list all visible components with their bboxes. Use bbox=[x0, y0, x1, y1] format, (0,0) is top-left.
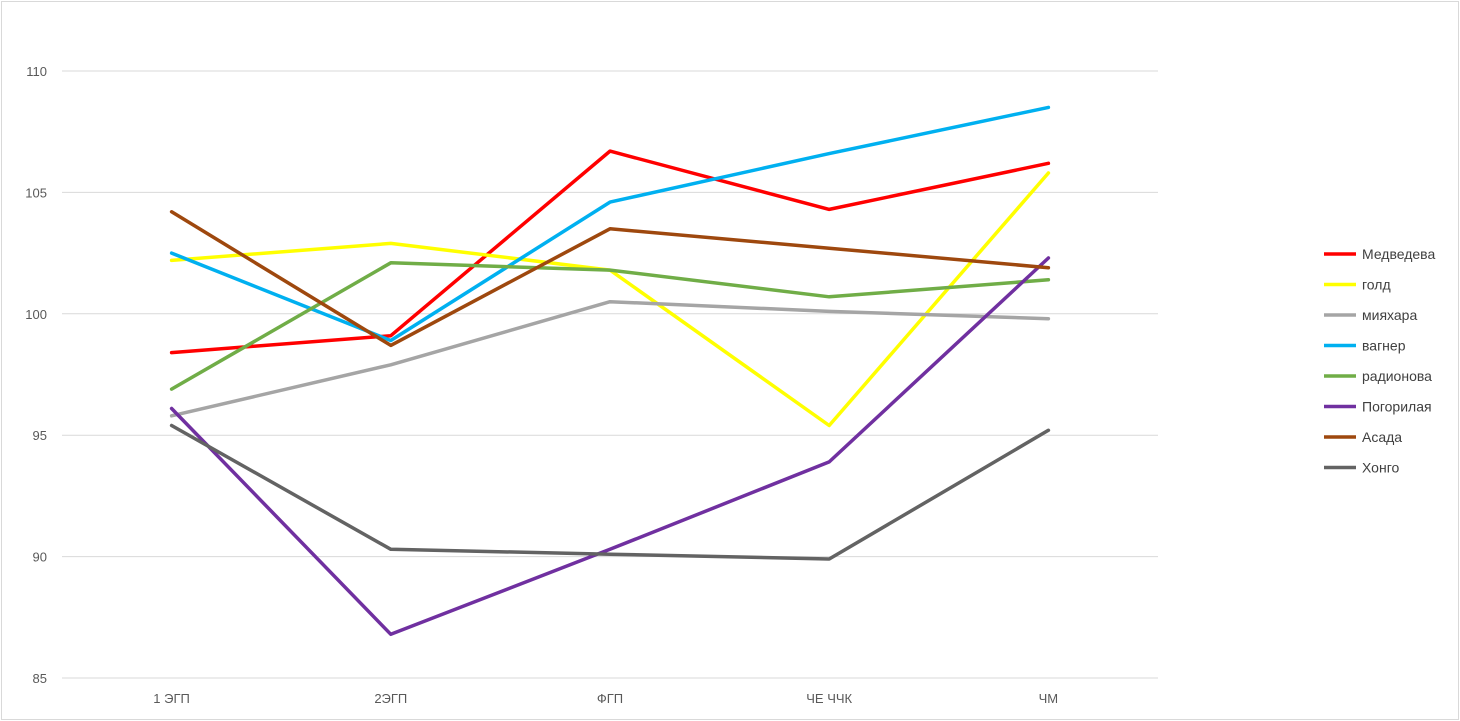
series-line-8 bbox=[169, 423, 1051, 561]
series-line-4 bbox=[169, 105, 1051, 343]
x-tick-label: 2ЭГП bbox=[374, 691, 407, 706]
legend-item: мияхара bbox=[1324, 307, 1417, 323]
y-tick-label: 95 bbox=[33, 428, 47, 443]
series-line-3 bbox=[169, 299, 1051, 418]
legend-label: голд bbox=[1362, 277, 1391, 293]
legend-item: Медведева bbox=[1324, 246, 1435, 262]
series-lines bbox=[169, 105, 1051, 637]
legend: Медведева голд мияхара вагнер радионова Погор… bbox=[1324, 246, 1435, 476]
y-tick-label: 110 bbox=[26, 64, 47, 79]
legend-item: Погорилая bbox=[1324, 399, 1432, 415]
y-axis: 85 90 95 100 105 110 bbox=[25, 64, 47, 686]
legend-label: радионова bbox=[1362, 368, 1432, 384]
legend-label: вагнер bbox=[1362, 338, 1406, 354]
x-tick-label: ФГП bbox=[597, 691, 623, 706]
y-tick-label: 105 bbox=[25, 185, 47, 200]
series-line-7 bbox=[169, 210, 1051, 348]
legend-label: Медведева bbox=[1362, 246, 1435, 262]
series-line-2 bbox=[169, 171, 1051, 428]
series-line-1 bbox=[169, 149, 1051, 355]
legend-item: Хонго bbox=[1324, 460, 1399, 476]
x-axis: 1 ЭГП 2ЭГП ФГП ЧЕ ЧЧК ЧМ bbox=[153, 691, 1058, 706]
y-tick-label: 90 bbox=[33, 550, 47, 565]
gridlines bbox=[62, 70, 1158, 679]
x-tick-label: ЧЕ ЧЧК bbox=[806, 691, 852, 706]
legend-label: мияхара bbox=[1362, 307, 1417, 323]
x-tick-label: 1 ЭГП bbox=[153, 691, 190, 706]
x-tick-label: ЧМ bbox=[1039, 691, 1059, 706]
y-tick-label: 100 bbox=[25, 307, 47, 322]
legend-item: радионова bbox=[1324, 368, 1432, 384]
legend-label: Хонго bbox=[1362, 460, 1399, 476]
legend-item: вагнер bbox=[1324, 338, 1406, 354]
legend-label: Асада bbox=[1362, 429, 1402, 445]
legend-item: голд bbox=[1324, 277, 1391, 293]
legend-label: Погорилая bbox=[1362, 399, 1432, 415]
legend-item: Асада bbox=[1324, 429, 1402, 445]
y-tick-label: 85 bbox=[33, 671, 47, 686]
series-line-6 bbox=[169, 256, 1051, 637]
